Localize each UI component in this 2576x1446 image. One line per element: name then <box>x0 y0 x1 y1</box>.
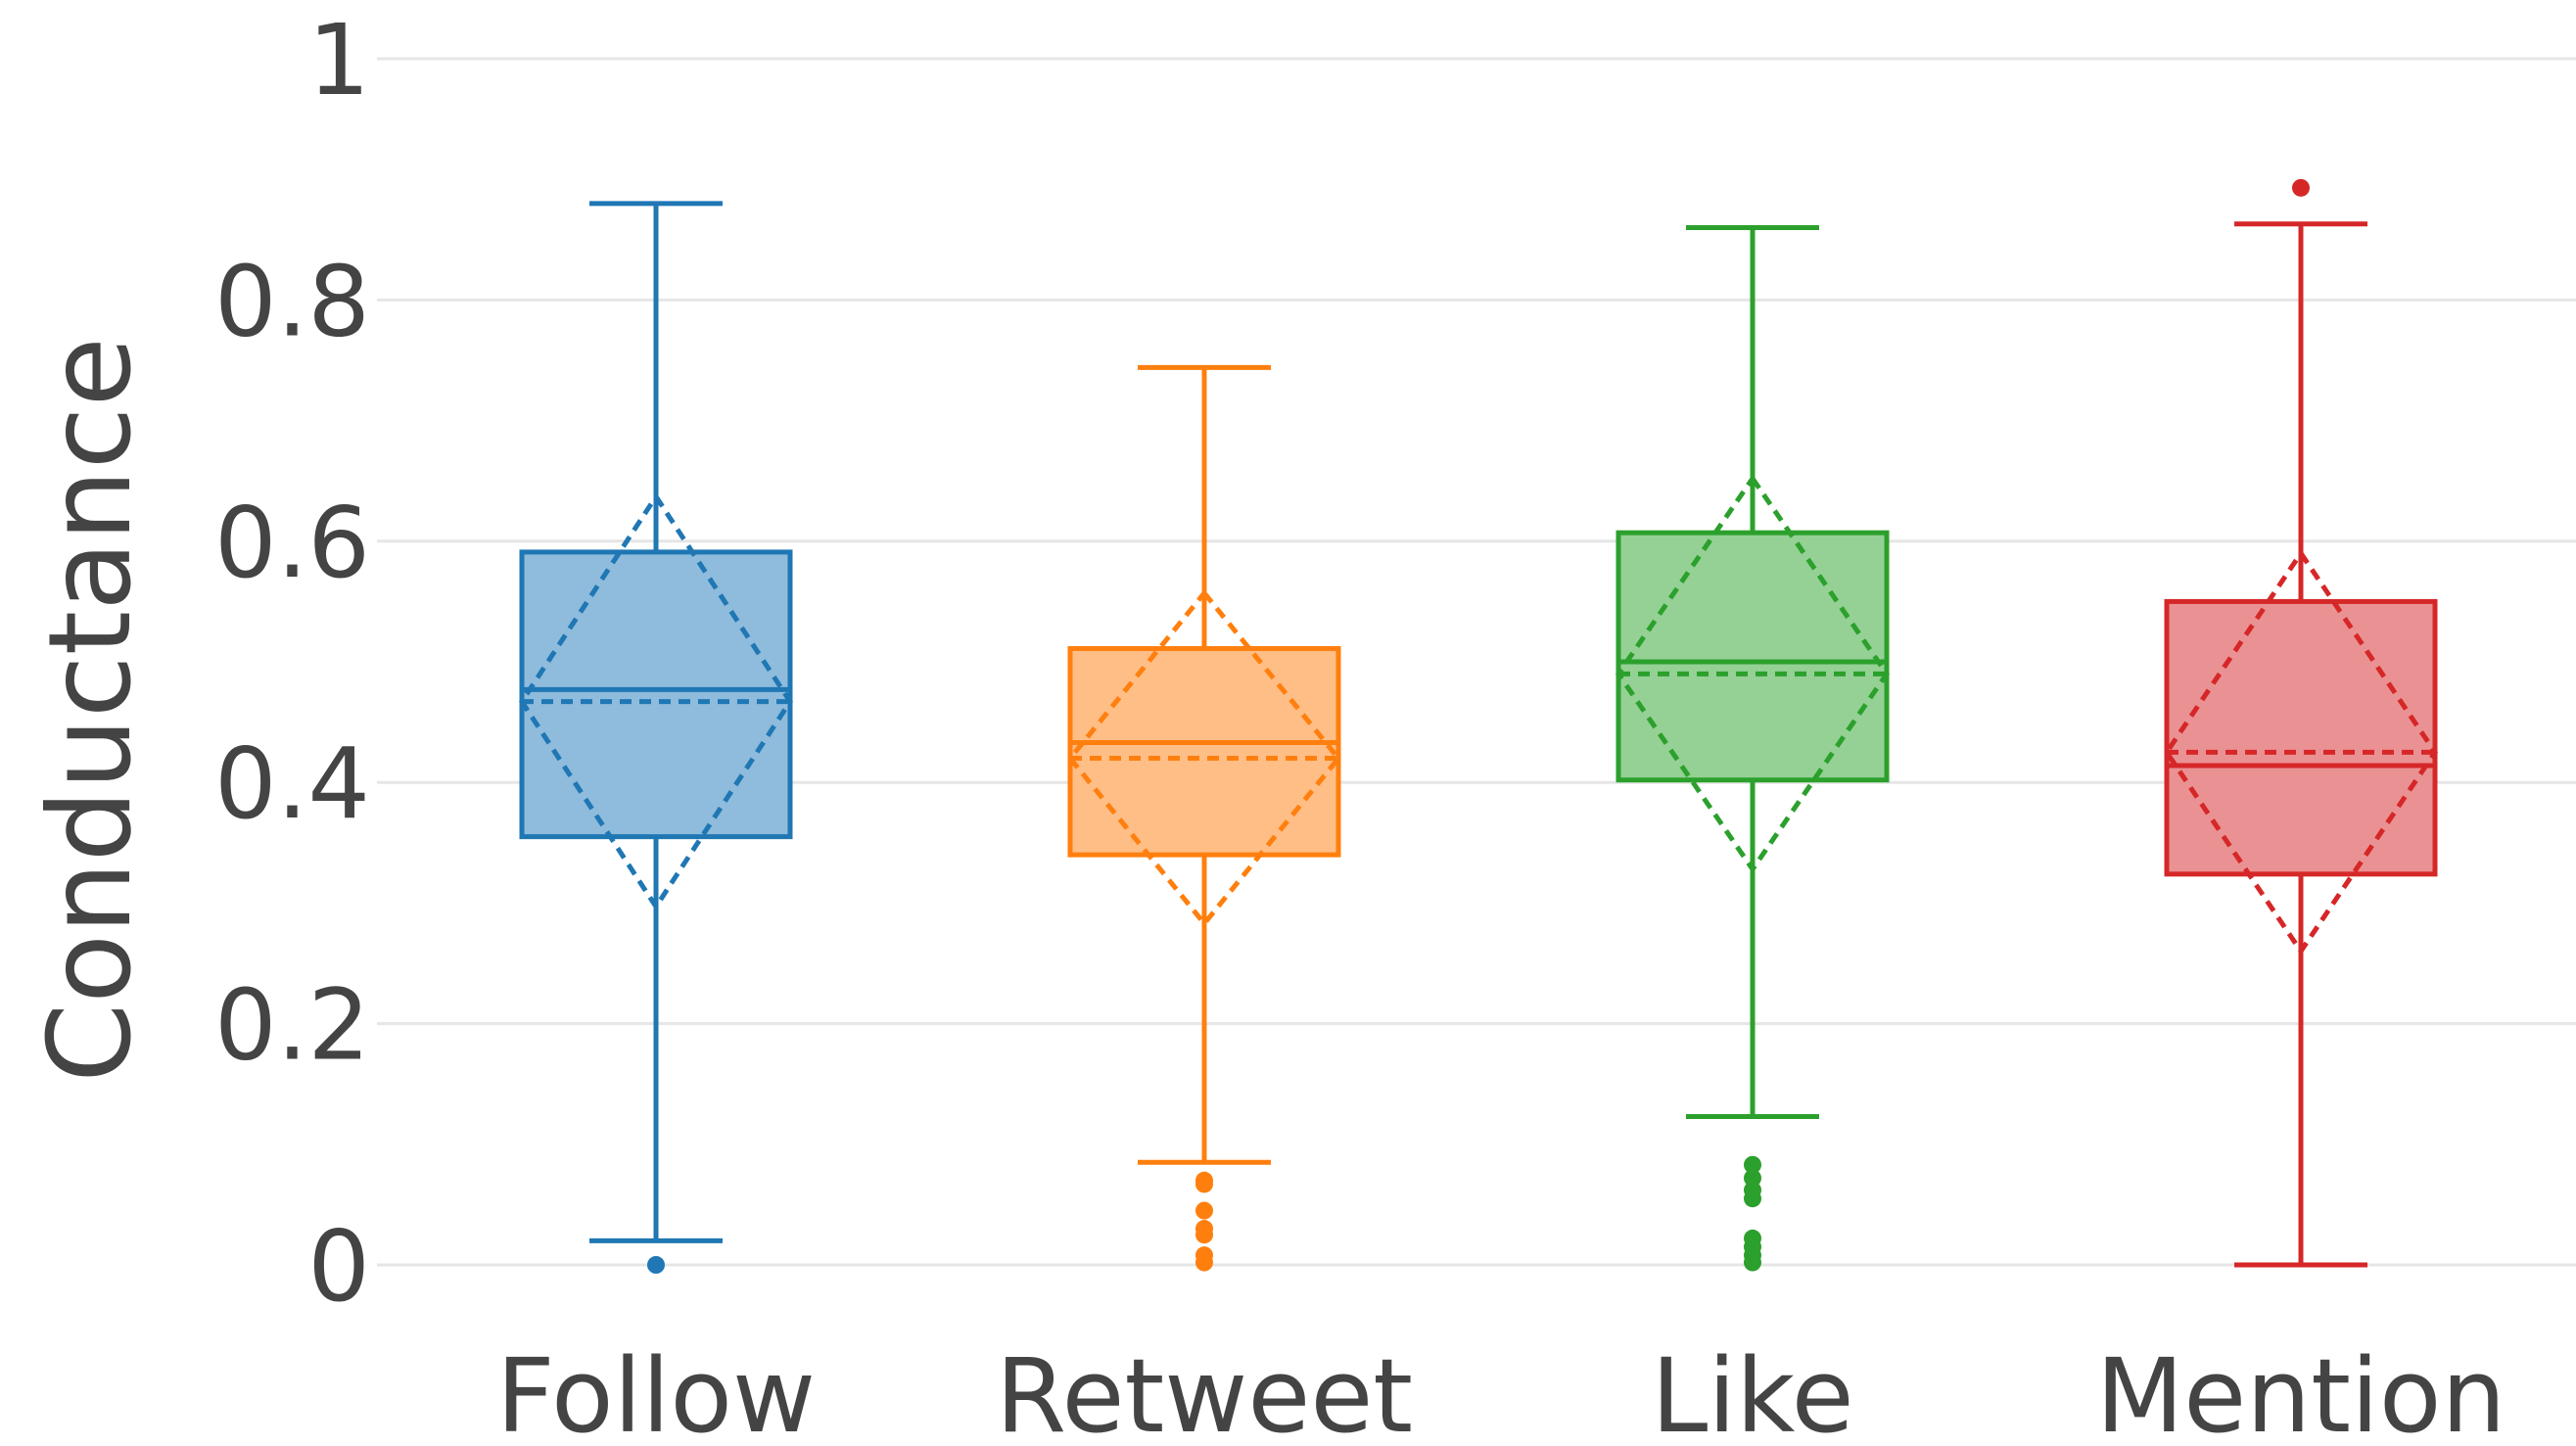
outlier-point <box>1744 1189 1761 1208</box>
box-iqr <box>2164 598 2438 877</box>
sd-diamond <box>519 491 793 911</box>
y-tick-label: 0.8 <box>214 244 370 358</box>
outlier-point <box>1195 1253 1213 1272</box>
x-axis-ticks: Follow Retweet Like Mention <box>496 1336 2506 1446</box>
outlier-point <box>1195 1226 1213 1244</box>
outlier-point <box>2292 178 2310 197</box>
box-iqr <box>1067 645 1341 858</box>
x-tick-label: Follow <box>496 1336 816 1446</box>
sd-diamond <box>1615 474 1891 874</box>
boxes <box>519 178 2439 1274</box>
y-tick-label: 0.2 <box>214 968 370 1083</box>
y-axis-ticks: 0 0.2 0.4 0.6 0.8 1 <box>214 3 370 1324</box>
box-like <box>1615 224 1891 1272</box>
y-tick-label: 0.6 <box>214 486 370 600</box>
box-retweet <box>1066 364 1342 1272</box>
box-iqr <box>519 549 793 840</box>
x-tick-label: Retweet <box>996 1336 1413 1446</box>
box-mention <box>2163 178 2439 1268</box>
box-iqr <box>1616 530 1890 783</box>
y-axis-title: Conductance <box>24 337 157 1083</box>
sd-diamond <box>2163 548 2439 956</box>
x-tick-label: Mention <box>2096 1336 2506 1446</box>
outlier-point <box>647 1256 665 1274</box>
outlier-point <box>1195 1201 1213 1220</box>
outlier-point <box>1744 1253 1761 1272</box>
outlier-point <box>1744 1155 1761 1174</box>
y-tick-label: 0 <box>307 1209 370 1324</box>
outlier-point <box>1744 1169 1761 1188</box>
outlier-point <box>1195 1175 1213 1193</box>
y-tick-label: 0.4 <box>214 726 370 841</box>
x-tick-label: Like <box>1651 1336 1853 1446</box>
y-tick-label: 1 <box>307 3 370 117</box>
box-follow <box>519 201 793 1274</box>
sd-diamond <box>1066 588 1342 928</box>
